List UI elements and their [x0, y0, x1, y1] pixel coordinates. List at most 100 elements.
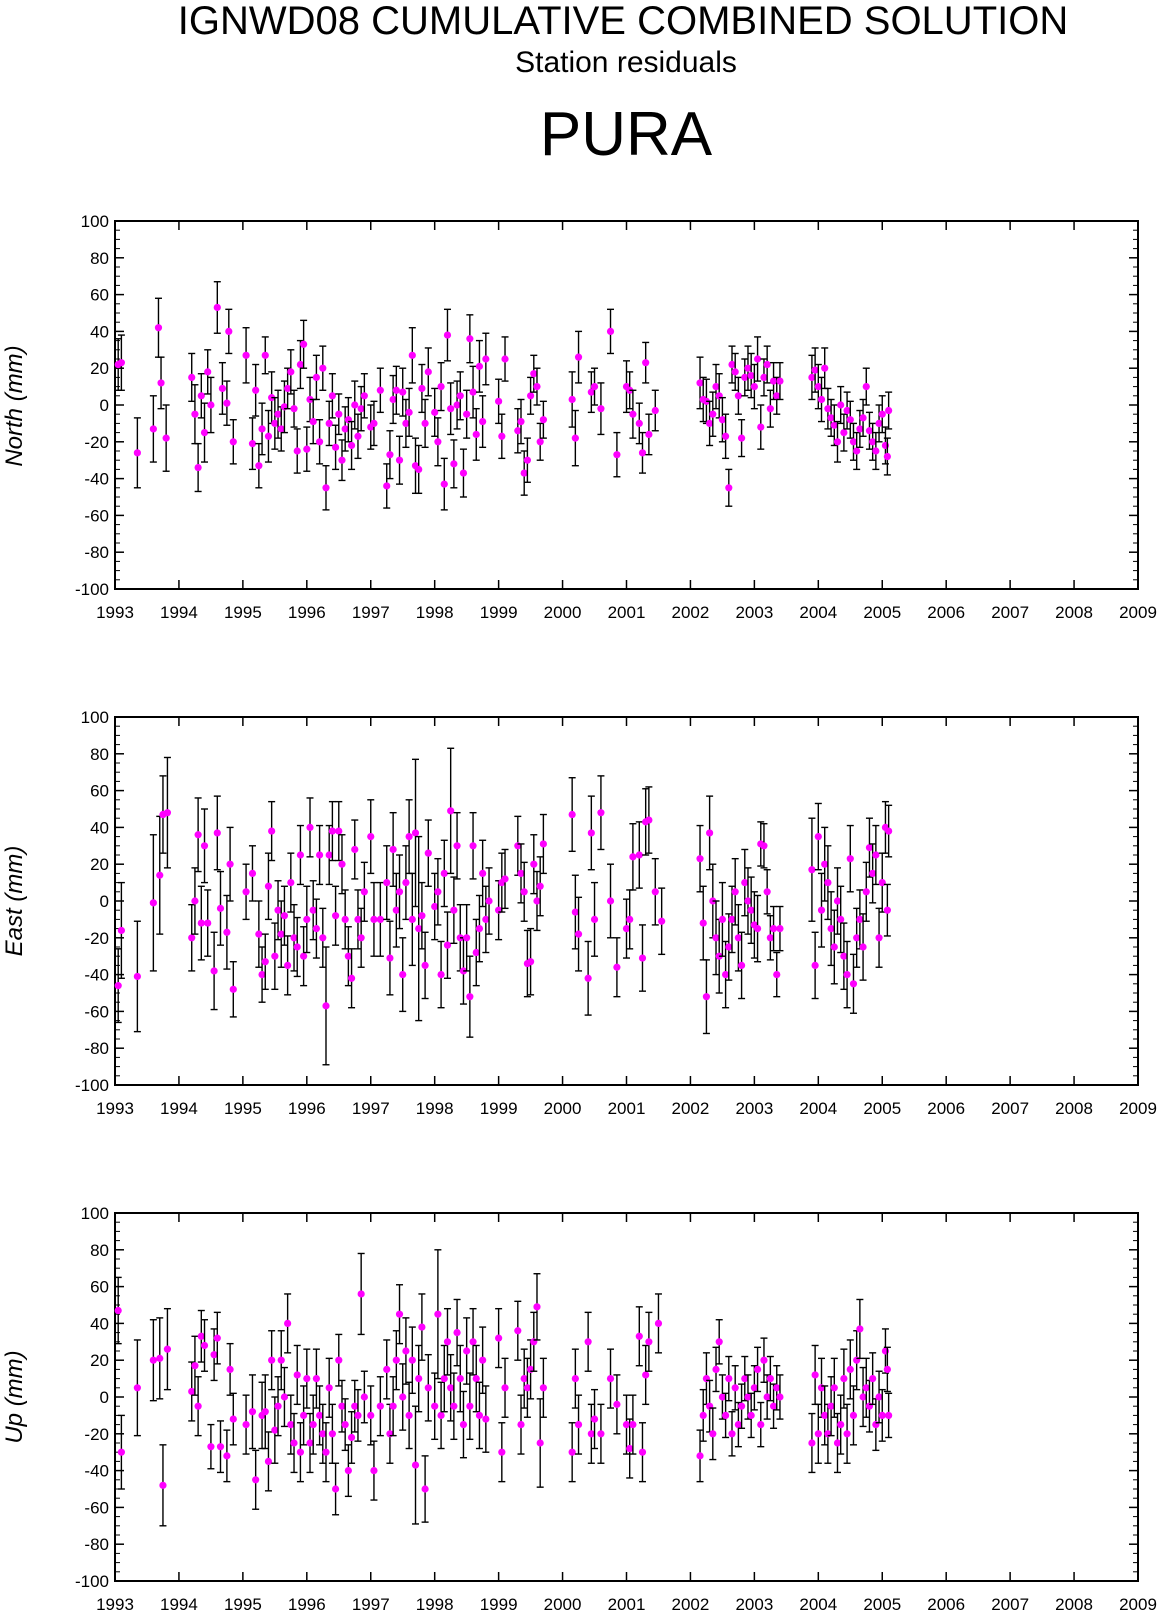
up-data-point — [213, 1334, 221, 1342]
east-data-point — [271, 952, 279, 960]
east-ytick-label: 100 — [81, 708, 109, 727]
north-data-point — [157, 379, 165, 387]
up-data-point — [722, 1411, 730, 1419]
up-panel: Up (mm) 100 80 60 40 20 0 -20 -40 -60 -80 -100 1993… — [1, 1204, 1157, 1614]
north-data-point — [830, 421, 838, 429]
east-data-point — [501, 875, 509, 883]
east-xtick-label: 1994 — [160, 1099, 198, 1118]
east-data-point — [737, 961, 746, 970]
north-data-point — [229, 438, 237, 446]
up-data-point — [766, 1375, 774, 1383]
up-ytick-label: 60 — [90, 1278, 109, 1297]
east-data-point — [885, 827, 893, 835]
north-data-point — [883, 452, 891, 461]
east-data-point — [287, 879, 295, 887]
north-data-point — [225, 327, 233, 335]
north-data-point — [862, 383, 870, 391]
north-xtick-label: 1995 — [224, 603, 262, 622]
up-data-point — [568, 1448, 576, 1456]
north-data-point — [408, 351, 416, 359]
up-ytick-label: -40 — [84, 1462, 109, 1481]
east-data-point — [635, 851, 643, 859]
north-data-point — [776, 377, 784, 385]
up-xtick-label: 2006 — [927, 1595, 965, 1614]
up-data-point — [354, 1411, 362, 1419]
up-data-point — [539, 1384, 547, 1392]
up-data-point — [773, 1384, 781, 1392]
north-data-point — [440, 480, 448, 488]
east-data-point — [533, 897, 541, 905]
east-data-point — [133, 972, 141, 981]
up-xtick-label: 1996 — [288, 1595, 326, 1614]
east-data-point — [817, 906, 826, 914]
up-data-point — [833, 1439, 842, 1447]
up-data-point — [392, 1356, 400, 1364]
east-data-point — [747, 906, 755, 914]
up-data-point — [242, 1421, 250, 1429]
up-ytick-label: 80 — [90, 1241, 109, 1260]
north-data-point — [808, 373, 816, 381]
up-data-point — [482, 1415, 490, 1423]
east-data-point — [587, 829, 595, 837]
up-xtick-label: 2007 — [991, 1595, 1029, 1614]
north-data-point — [466, 335, 474, 343]
north-data-point — [395, 456, 404, 464]
up-data-point — [163, 1345, 172, 1353]
east-data-point — [370, 915, 378, 924]
up-data-point — [520, 1375, 528, 1383]
east-data-point — [402, 879, 410, 887]
up-data-point — [808, 1439, 816, 1447]
north-data-point — [248, 440, 257, 448]
north-xtick-label: 1996 — [288, 603, 326, 622]
up-data-point — [328, 1430, 336, 1438]
up-data-point — [383, 1365, 391, 1373]
up-data-point — [293, 1371, 301, 1379]
north-data-point — [341, 425, 349, 433]
east-ytick-label: 20 — [90, 855, 109, 874]
north-ytick-label: -60 — [84, 506, 109, 525]
east-xtick-label: 2009 — [1119, 1099, 1157, 1118]
up-data-point — [459, 1421, 468, 1429]
north-data-point — [293, 447, 301, 455]
north-data-point — [539, 416, 547, 424]
east-data-point — [821, 860, 829, 868]
east-data-point — [843, 971, 851, 979]
up-data-point — [453, 1329, 461, 1337]
up-data-point — [447, 1384, 455, 1392]
east-data-point — [539, 840, 547, 848]
up-xtick-label: 2009 — [1119, 1595, 1157, 1614]
north-data-point — [606, 327, 615, 335]
east-data-point — [255, 930, 263, 938]
east-data-point — [526, 958, 535, 966]
east-data-point — [411, 829, 420, 837]
up-data-point — [725, 1375, 733, 1383]
up-data-point — [456, 1375, 464, 1383]
up-data-point — [463, 1347, 471, 1355]
east-data-point — [392, 906, 400, 914]
north-data-point — [638, 449, 647, 457]
north-xtick-label: 2008 — [1055, 603, 1093, 622]
north-data-point — [149, 425, 157, 433]
north-data-point — [750, 383, 758, 391]
east-data-point — [629, 853, 637, 861]
up-data-point — [303, 1375, 311, 1383]
up-data-point — [584, 1338, 592, 1346]
north-data-point — [277, 425, 285, 433]
east-xtick-label: 2001 — [608, 1099, 646, 1118]
up-data-point — [597, 1430, 605, 1438]
east-data-point — [325, 851, 333, 859]
up-data-point — [885, 1411, 893, 1419]
north-data-point — [824, 405, 832, 413]
east-data-point — [293, 943, 301, 951]
up-data-point — [229, 1415, 237, 1423]
east-data-point — [351, 845, 359, 854]
east-data-point — [284, 961, 292, 970]
east-data-point — [200, 842, 209, 850]
east-data-point — [475, 925, 484, 933]
east-data-point — [149, 899, 157, 907]
east-data-point — [833, 897, 842, 905]
up-data-point — [335, 1356, 343, 1364]
up-data-point — [300, 1411, 308, 1419]
up-data-point — [319, 1430, 327, 1438]
